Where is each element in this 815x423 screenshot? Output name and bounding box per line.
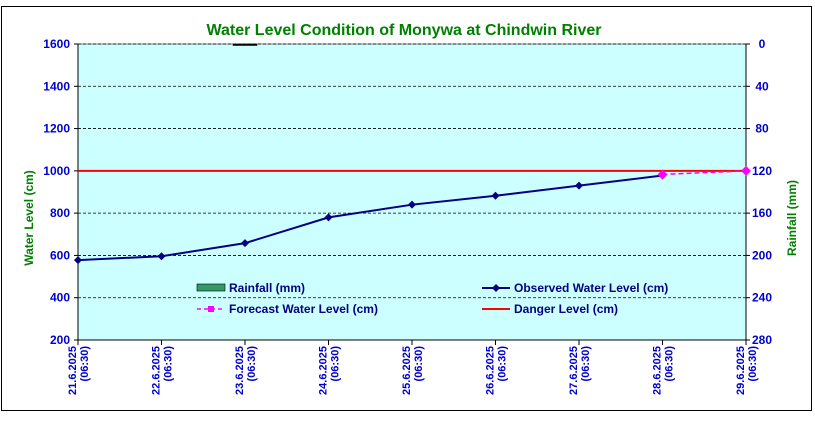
y-tick-label: 400 <box>50 291 70 305</box>
y2-tick-label: 280 <box>752 333 772 347</box>
x-tick-label: 22.6.2025 <box>151 346 163 395</box>
x-tick-label: 21.6.2025 <box>67 346 79 395</box>
y-tick-label: 200 <box>50 333 70 347</box>
axes: 200 400 600 800 1000 1200 1400 1600 0 40 80 120 160 2… <box>43 37 772 395</box>
x-tick-label: 29.6.2025 <box>735 346 747 395</box>
legend-marker-observed <box>492 284 500 292</box>
x-tick-label-time: (06:30) <box>664 346 676 382</box>
x-tick-label-time: (06:30) <box>580 346 592 382</box>
x-tick-label-time: (06:30) <box>246 346 258 382</box>
x-tick-label: 26.6.2025 <box>485 346 497 395</box>
plot-area <box>77 43 747 341</box>
legend-label: Danger Level (cm) <box>514 302 618 316</box>
legend-label: Forecast Water Level (cm) <box>229 302 378 316</box>
x-tick-label-time: (06:30) <box>413 346 425 382</box>
y2-axis-label: Rainfall (mm) <box>785 180 799 256</box>
forecast-line <box>662 170 747 176</box>
x-tick-label: 25.6.2025 <box>401 346 413 395</box>
observed-point <box>157 252 166 261</box>
y-tick-label: 600 <box>50 248 70 262</box>
y2-tick-label: 0 <box>759 37 766 51</box>
x-tick-label: 28.6.2025 <box>652 346 664 395</box>
forecast-point <box>741 165 751 176</box>
y2-tick-label: 160 <box>752 206 772 220</box>
x-tick-label: 27.6.2025 <box>568 346 580 395</box>
rainfall-bar <box>232 43 258 46</box>
observed-point <box>74 256 82 265</box>
observed-point <box>408 200 416 209</box>
observed-point <box>324 213 333 222</box>
legend: Rainfall (mm) Observed Water Level (cm) Fo… <box>196 281 668 316</box>
x-tick-label-time: (06:30) <box>79 346 91 382</box>
y-axis-label: Water Level (cm) <box>22 170 36 266</box>
y-tick-label: 800 <box>50 206 70 220</box>
x-tick-label-time: (06:30) <box>497 346 509 382</box>
x-tick-label: 24.6.2025 <box>318 346 330 395</box>
x-tick-label: 23.6.2025 <box>234 346 246 395</box>
y-tick-label: 1600 <box>43 37 70 51</box>
y-tick-label: 1000 <box>43 164 70 178</box>
y2-tick-label: 80 <box>755 122 769 136</box>
y2-tick-label: 240 <box>752 291 772 305</box>
forecast-point <box>657 169 668 180</box>
legend-label: Rainfall (mm) <box>229 281 305 295</box>
x-tick-label-time: (06:30) <box>747 346 759 382</box>
observed-point <box>575 181 583 190</box>
observed-point <box>491 191 500 200</box>
y2-tick-label: 40 <box>755 79 769 93</box>
legend-swatch-rainfall <box>196 283 226 292</box>
y-tick-label: 1200 <box>43 122 70 136</box>
y-tick-label: 1400 <box>43 79 70 93</box>
legend-marker-forecast <box>208 306 214 312</box>
x-tick-label-time: (06:30) <box>163 346 175 382</box>
chart-title: Water Level Condition of Monywa at Chind… <box>207 22 602 39</box>
y2-tick-label: 120 <box>752 164 772 178</box>
y2-tick-label: 200 <box>752 248 772 262</box>
legend-label: Observed Water Level (cm) <box>514 281 668 295</box>
observed-point <box>241 239 249 248</box>
series <box>74 43 751 265</box>
observed-line <box>77 174 663 262</box>
x-tick-label-time: (06:30) <box>330 346 342 382</box>
